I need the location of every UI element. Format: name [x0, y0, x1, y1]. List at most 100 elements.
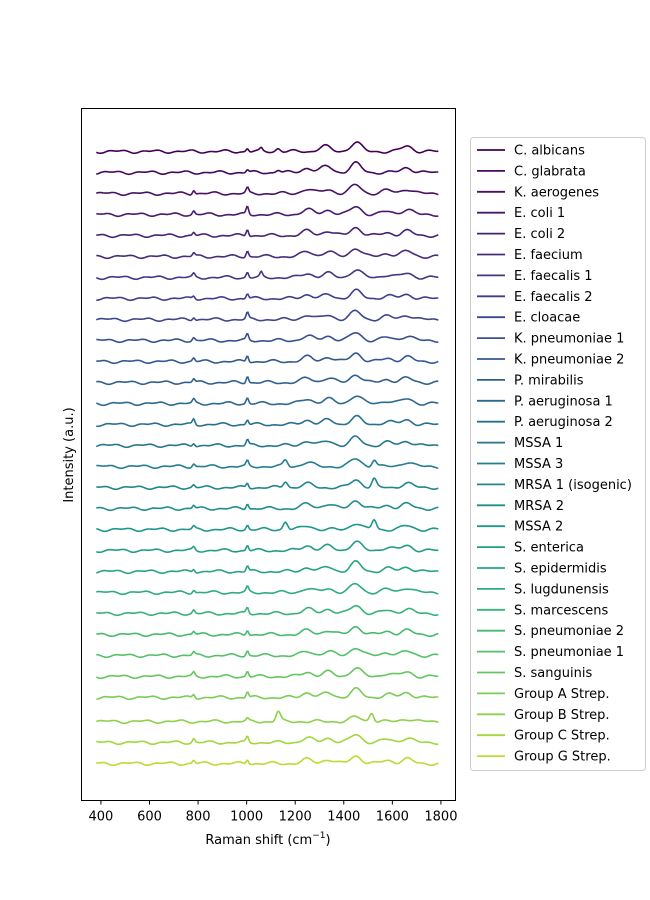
legend-item: K. pneumoniae 1: [477, 332, 624, 347]
legend-item: S. sanguinis: [477, 666, 592, 681]
spectrum-line: [96, 414, 439, 428]
legend-label: S. lugdunensis: [514, 582, 609, 597]
spectrum-line: [96, 309, 439, 323]
x-axis-ticks: 400 600 800 1000 1200 1400 1600 1800: [89, 800, 457, 825]
legend-item: P. mirabilis: [477, 373, 584, 388]
spectrum-line: [96, 226, 439, 239]
spectrum-line: [96, 687, 439, 701]
legend-item: S. lugdunensis: [477, 582, 609, 597]
legend-item: E. coli 2: [477, 227, 565, 242]
legend-item: Group B Strep.: [477, 708, 610, 723]
legend-label: E. faecalis 1: [514, 269, 593, 284]
x-axis-label: Raman shift (cm−1): [205, 831, 330, 848]
spectrum-line: [96, 331, 439, 344]
legend-item: C. glabrata: [477, 164, 586, 179]
legend-label: MSSA 1: [514, 436, 563, 451]
spectrum-line: [96, 755, 439, 767]
spectrum-line: [96, 435, 439, 449]
spectrum-line: [96, 734, 439, 746]
spectrum-line: [96, 540, 439, 554]
spectrum-line: [96, 559, 439, 575]
spectrum-line: [96, 248, 439, 260]
legend-item: C. albicans: [477, 144, 585, 159]
legend-item: S. pneumoniae 2: [477, 624, 624, 639]
spectrum-line: [96, 160, 439, 176]
legend-label: S. pneumoniae 2: [514, 624, 624, 639]
legend-item: P. aeruginosa 1: [477, 394, 613, 409]
spectrum-line: [96, 710, 439, 725]
legend-label: P. aeruginosa 1: [514, 394, 613, 409]
legend-label: Group B Strep.: [514, 708, 610, 723]
legend-item: Group G Strep.: [477, 750, 611, 765]
legend-label: P. mirabilis: [514, 373, 584, 388]
legend-label: E. faecium: [514, 248, 583, 263]
legend-item: Group A Strep.: [477, 687, 610, 702]
x-tick-label: 1000: [230, 810, 263, 825]
legend-frame: [470, 137, 646, 771]
x-tick-label: 1400: [327, 810, 360, 825]
legend-item: E. faecalis 2: [477, 290, 593, 305]
plot-frame: [81, 108, 456, 801]
legend-item: S. marcescens: [477, 603, 609, 618]
legend-label: E. cloacae: [514, 311, 580, 326]
x-tick-label: 600: [137, 810, 162, 825]
legend-label: K. aerogenes: [514, 185, 599, 200]
legend-label: Group G Strep.: [514, 750, 611, 765]
legend-item: E. cloacae: [477, 311, 580, 326]
legend-item: P. aeruginosa 2: [477, 415, 613, 430]
spectrum-line: [96, 518, 439, 533]
legend-item: K. aerogenes: [477, 185, 599, 200]
spectrum-line: [96, 666, 439, 680]
spectrum-line: [96, 141, 439, 155]
legend-item: S. epidermidis: [477, 562, 607, 577]
legend-label: E. faecalis 2: [514, 290, 593, 305]
legend-label: K. pneumoniae 1: [514, 332, 624, 347]
plot-lines: [96, 141, 439, 767]
spectrum-line: [96, 352, 439, 365]
legend-item: MRSA 1 (isogenic): [477, 478, 632, 493]
spectrum-line: [96, 500, 439, 512]
legend-item: E. coli 1: [477, 206, 565, 221]
legend-item: MSSA 2: [477, 520, 563, 535]
legend-label: Group C Strep.: [514, 729, 610, 744]
legend-label: MSSA 2: [514, 520, 563, 535]
legend-label: C. glabrata: [514, 164, 586, 179]
legend-label: S. epidermidis: [514, 562, 607, 577]
legend-label: MRSA 1 (isogenic): [514, 478, 632, 493]
legend-label: P. aeruginosa 2: [514, 415, 613, 430]
spectrum-line: [96, 477, 439, 491]
legend-label: K. pneumoniae 2: [514, 353, 624, 368]
spectrum-line: [96, 582, 439, 596]
spectrum-line: [96, 288, 439, 302]
legend-item: Group C Strep.: [477, 729, 610, 744]
legend-items: C. albicans C. glabrata K. aerogenes E. col…: [477, 144, 632, 765]
legend-label: S. pneumoniae 1: [514, 645, 624, 660]
legend-label: S. sanguinis: [514, 666, 592, 681]
legend-label: S. marcescens: [514, 603, 609, 618]
legend-item: MSSA 3: [477, 457, 563, 472]
x-tick-label: 400: [89, 810, 114, 825]
spectrum-line: [96, 269, 439, 281]
spectrum-line: [96, 183, 439, 197]
legend-item: K. pneumoniae 2: [477, 353, 624, 368]
x-tick-label: 1200: [279, 810, 312, 825]
legend-label: C. albicans: [514, 144, 585, 159]
spectrum-line: [96, 205, 439, 218]
y-axis-label: Intensity (a.u.): [62, 407, 77, 502]
spectrum-line: [96, 395, 439, 407]
legend-label: MRSA 2: [514, 499, 564, 514]
legend: C. albicans C. glabrata K. aerogenes E. col…: [470, 137, 646, 771]
legend-item: E. faecium: [477, 248, 583, 263]
spectrum-line: [96, 647, 439, 659]
legend-item: MSSA 1: [477, 436, 563, 451]
legend-item: S. enterica: [477, 541, 584, 556]
legend-label: E. coli 2: [514, 227, 565, 242]
x-tick-label: 1600: [376, 810, 409, 825]
legend-item: E. faecalis 1: [477, 269, 593, 284]
x-tick-label: 800: [186, 810, 211, 825]
x-tick-label: 1800: [424, 810, 457, 825]
spectrum-line: [96, 604, 439, 617]
legend-item: S. pneumoniae 1: [477, 645, 624, 660]
spectrum-line: [96, 625, 439, 638]
legend-item: MRSA 2: [477, 499, 564, 514]
